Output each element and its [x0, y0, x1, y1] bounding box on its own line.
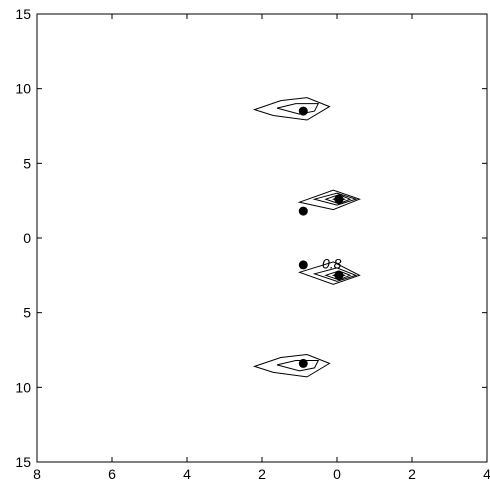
- contour-line: [312, 192, 358, 206]
- x-tick-label: 2: [258, 466, 266, 482]
- y-tick-label: 10: [15, 81, 31, 97]
- x-axis: 8 6 4 2 0 2 4: [33, 14, 490, 482]
- contour-line: [312, 267, 358, 282]
- data-point: [298, 106, 308, 116]
- x-tick-label: 2: [408, 466, 416, 482]
- contour-line: [252, 97, 331, 121]
- data-point: [298, 358, 308, 368]
- x-tick-label: 6: [108, 466, 116, 482]
- x-tick-label: 0: [333, 466, 341, 482]
- contour-line: [324, 194, 352, 205]
- contour-annotations: 0.8: [322, 255, 342, 271]
- y-axis: 15 10 5 0 5 10 15: [15, 6, 487, 470]
- contour-line: [324, 270, 352, 281]
- contour-line: [252, 353, 331, 378]
- contour-line: [276, 360, 320, 372]
- plot-area: [36, 13, 488, 463]
- y-tick-label: 0: [23, 230, 31, 246]
- contour-line: [297, 261, 361, 285]
- x-tick-label: 4: [183, 466, 191, 482]
- y-tick-label: 5: [23, 305, 31, 321]
- data-point: [334, 270, 344, 280]
- data-points: [298, 106, 344, 368]
- contour-line: [297, 189, 361, 211]
- y-tick-label: 5: [23, 155, 31, 171]
- contour-label: 0.8: [322, 255, 342, 271]
- y-tick-label: 15: [15, 6, 31, 22]
- contour-line: [276, 103, 320, 115]
- x-tick-label: 4: [483, 466, 490, 482]
- data-point: [334, 194, 344, 204]
- y-tick-label: 15: [15, 454, 31, 470]
- x-tick-label: 8: [33, 466, 41, 482]
- y-tick-label: 10: [15, 379, 31, 395]
- data-point: [298, 260, 308, 270]
- data-point: [298, 206, 308, 216]
